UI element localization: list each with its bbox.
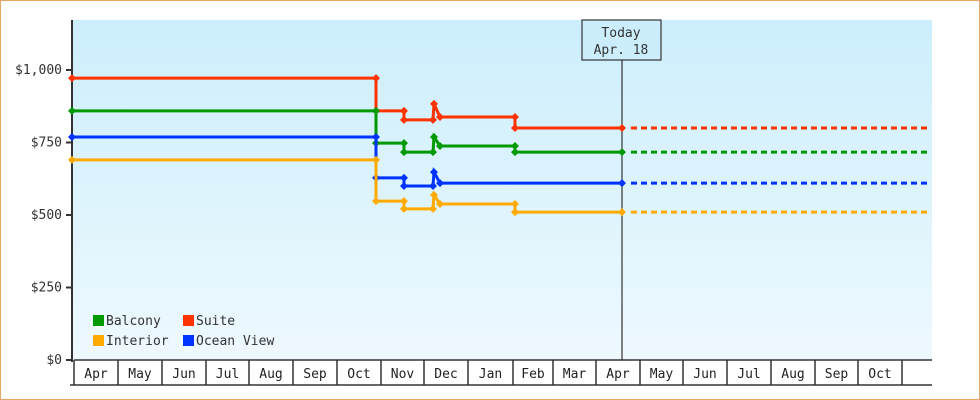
x-tick-label: Jan (479, 367, 502, 382)
x-tick-label: Oct (868, 367, 891, 382)
x-tick-label: May (650, 367, 674, 382)
y-tick-label: $250 (31, 281, 62, 296)
legend: Balcony Suite Interior Ocean View (93, 314, 274, 349)
y-tick-label: $0 (46, 353, 62, 368)
x-tick-label: Sep (303, 367, 327, 382)
x-tick-label: Jul (737, 367, 760, 382)
svg-text:Balcony: Balcony (106, 314, 161, 329)
series-lines (68, 74, 928, 217)
today-marker: Today Apr. 18 (581, 19, 662, 360)
svg-text:Apr. 18: Apr. 18 (594, 43, 649, 58)
svg-text:Ocean View: Ocean View (196, 334, 274, 349)
y-axis: $0 $250 $500 $750 $1,000 (15, 20, 73, 368)
legend-item-suite: Suite (183, 314, 235, 329)
y-tick-label: $1,000 (15, 63, 62, 78)
series-interior (68, 155, 928, 217)
svg-text:Suite: Suite (196, 314, 235, 329)
x-tick-label: Oct (347, 367, 370, 382)
x-tick-label: Apr (606, 367, 630, 382)
x-tick-label: Apr (84, 367, 108, 382)
plot-area (72, 20, 932, 360)
today-label-box (581, 19, 662, 61)
y-tick-label: $500 (31, 208, 62, 223)
x-tick-label: Jun (693, 367, 716, 382)
x-tick-label: Dec (434, 367, 457, 382)
series-balcony (68, 106, 928, 157)
x-tick-label: Mar (563, 367, 587, 382)
x-tick-label: Sep (825, 367, 849, 382)
legend-item-interior: Interior (93, 334, 169, 349)
x-tick-label: Jul (216, 367, 239, 382)
x-tick-label: May (128, 367, 152, 382)
legend-item-ocean-view: Ocean View (183, 334, 274, 349)
x-tick-label: Aug (781, 367, 804, 382)
legend-item-balcony: Balcony (93, 314, 161, 329)
x-tick-label: Jun (172, 367, 195, 382)
x-tick-label: Aug (259, 367, 282, 382)
x-tick-label: Nov (391, 367, 415, 382)
svg-text:Today: Today (601, 26, 640, 41)
x-tick-label: Feb (521, 367, 545, 382)
x-axis: Apr May Jun Jul Aug Sep Oct Nov Dec Jan Feb Mar Apr M… (70, 359, 932, 386)
y-tick-label: $750 (31, 136, 62, 151)
svg-text:Interior: Interior (106, 334, 169, 349)
